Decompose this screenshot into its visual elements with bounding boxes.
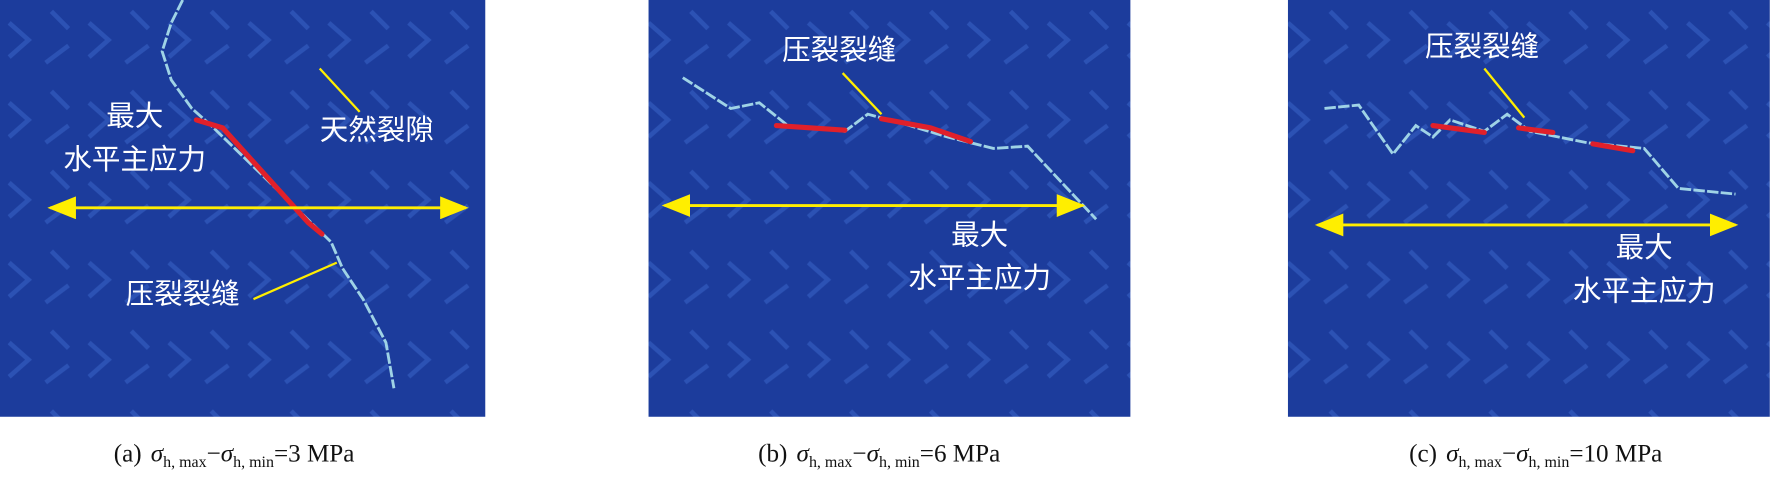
sigma: σ	[1516, 440, 1530, 467]
panel-a	[0, 0, 486, 417]
crack-segment	[193, 117, 325, 237]
sigma: σ	[151, 440, 165, 467]
minus: −	[1502, 440, 1516, 467]
annotation: 最大	[1616, 231, 1673, 264]
sigma: σ	[797, 440, 811, 467]
leader-line	[318, 67, 361, 113]
leader-line	[1483, 67, 1526, 119]
caption-label: (c)	[1409, 440, 1437, 467]
caption-value: =10 MPa	[1569, 440, 1662, 467]
crack-segment	[1516, 125, 1556, 136]
sigma: σ	[867, 440, 881, 467]
sigma: σ	[221, 440, 235, 467]
subscript: h, max	[163, 454, 206, 471]
leader-line	[841, 72, 883, 115]
caption: (b) σh, max−σh, min=6 MPa	[758, 440, 1000, 471]
annotation: 水平主应力	[63, 143, 206, 176]
annotation: 压裂裂缝	[782, 33, 896, 66]
leader-line	[253, 261, 338, 301]
caption: (c) σh, max−σh, min=10 MPa	[1409, 440, 1662, 471]
crack-segment	[878, 116, 974, 145]
annotation: 最大	[106, 100, 163, 133]
caption-label: (b)	[758, 440, 787, 467]
caption: (a) σh, max−σh, min=3 MPa	[114, 440, 355, 471]
panel-c	[1287, 0, 1770, 417]
subscript: h, min	[1529, 454, 1570, 471]
annotation: 天然裂隙	[320, 113, 434, 146]
annotation: 水平主应力	[908, 262, 1051, 295]
panel-b	[648, 0, 1131, 417]
annotation: 压裂裂缝	[1425, 30, 1539, 63]
subscript: h, min	[879, 454, 920, 471]
annotation: 压裂裂缝	[126, 278, 240, 311]
crack-segment	[1590, 141, 1636, 154]
minus: −	[207, 440, 221, 467]
subscript: h, min	[233, 454, 274, 471]
annotation: 水平主应力	[1573, 274, 1716, 307]
caption-value: =6 MPa	[920, 440, 1000, 467]
annotation: 最大	[951, 218, 1008, 251]
subscript: h, max	[1459, 454, 1502, 471]
caption-label: (a)	[114, 440, 142, 467]
sigma: σ	[1446, 440, 1460, 467]
caption-value: =3 MPa	[274, 440, 354, 467]
crack-segment	[773, 123, 848, 133]
subscript: h, max	[809, 454, 852, 471]
panel-image	[1287, 0, 1770, 417]
minus: −	[852, 440, 866, 467]
crack-segment	[1430, 123, 1487, 136]
